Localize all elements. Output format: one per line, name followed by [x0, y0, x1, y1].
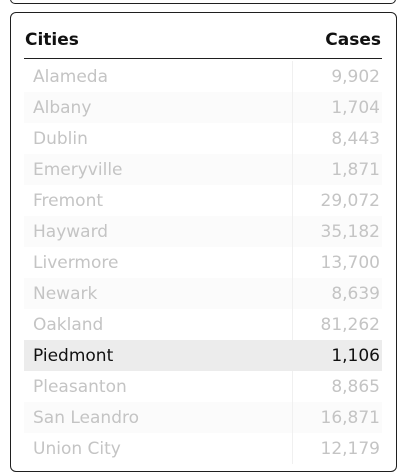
previous-panel-edge — [10, 0, 396, 4]
column-header-cities[interactable]: Cities — [25, 29, 79, 50]
city-cell: Livermore — [33, 252, 119, 273]
city-cell: Albany — [33, 97, 92, 118]
table-row-selected[interactable]: Piedmont 1,106 — [24, 340, 382, 371]
cases-cell: 35,182 — [292, 216, 382, 247]
table-row[interactable]: Oakland 81,262 — [24, 309, 382, 340]
table-row[interactable]: Fremont 29,072 — [24, 185, 382, 216]
table-row[interactable]: Dublin 8,443 — [24, 123, 382, 154]
cases-cell: 1,871 — [292, 154, 382, 185]
cases-cell: 13,700 — [292, 247, 382, 278]
city-cell: Alameda — [33, 66, 108, 87]
table-row[interactable]: Union City 12,179 — [24, 433, 382, 464]
cases-cell: 9,902 — [292, 61, 382, 92]
city-cell: Oakland — [33, 314, 104, 335]
city-cell: Union City — [33, 438, 121, 459]
cases-cell: 12,179 — [292, 433, 382, 464]
table-header: Cities Cases — [24, 21, 382, 59]
city-cell: Emeryville — [33, 159, 123, 180]
city-cell: Piedmont — [33, 345, 114, 366]
table-row[interactable]: Hayward 35,182 — [24, 216, 382, 247]
cases-cell: 29,072 — [292, 185, 382, 216]
cases-cell: 1,704 — [292, 92, 382, 123]
cases-cell: 8,639 — [292, 278, 382, 309]
city-cell: Fremont — [33, 190, 104, 211]
table-body: Alameda 9,902 Albany 1,704 Dublin 8,443 … — [24, 61, 382, 464]
cases-cell: 1,106 — [292, 340, 382, 371]
table-row[interactable]: Pleasanton 8,865 — [24, 371, 382, 402]
table-row[interactable]: Emeryville 1,871 — [24, 154, 382, 185]
cities-table-panel: Cities Cases Alameda 9,902 Albany 1,704 … — [10, 12, 397, 472]
cases-cell: 8,865 — [292, 371, 382, 402]
cases-cell: 8,443 — [292, 123, 382, 154]
cases-cell: 81,262 — [292, 309, 382, 340]
city-cell: Dublin — [33, 128, 88, 149]
city-cell: Newark — [33, 283, 98, 304]
cases-cell: 16,871 — [292, 402, 382, 433]
table-row[interactable]: San Leandro 16,871 — [24, 402, 382, 433]
city-cell: Hayward — [33, 221, 109, 242]
city-cell: Pleasanton — [33, 376, 127, 397]
table-row[interactable]: Albany 1,704 — [24, 92, 382, 123]
column-header-cases[interactable]: Cases — [325, 29, 381, 50]
table-row[interactable]: Newark 8,639 — [24, 278, 382, 309]
city-cell: San Leandro — [33, 407, 140, 428]
table-row[interactable]: Alameda 9,902 — [24, 61, 382, 92]
table-row[interactable]: Livermore 13,700 — [24, 247, 382, 278]
